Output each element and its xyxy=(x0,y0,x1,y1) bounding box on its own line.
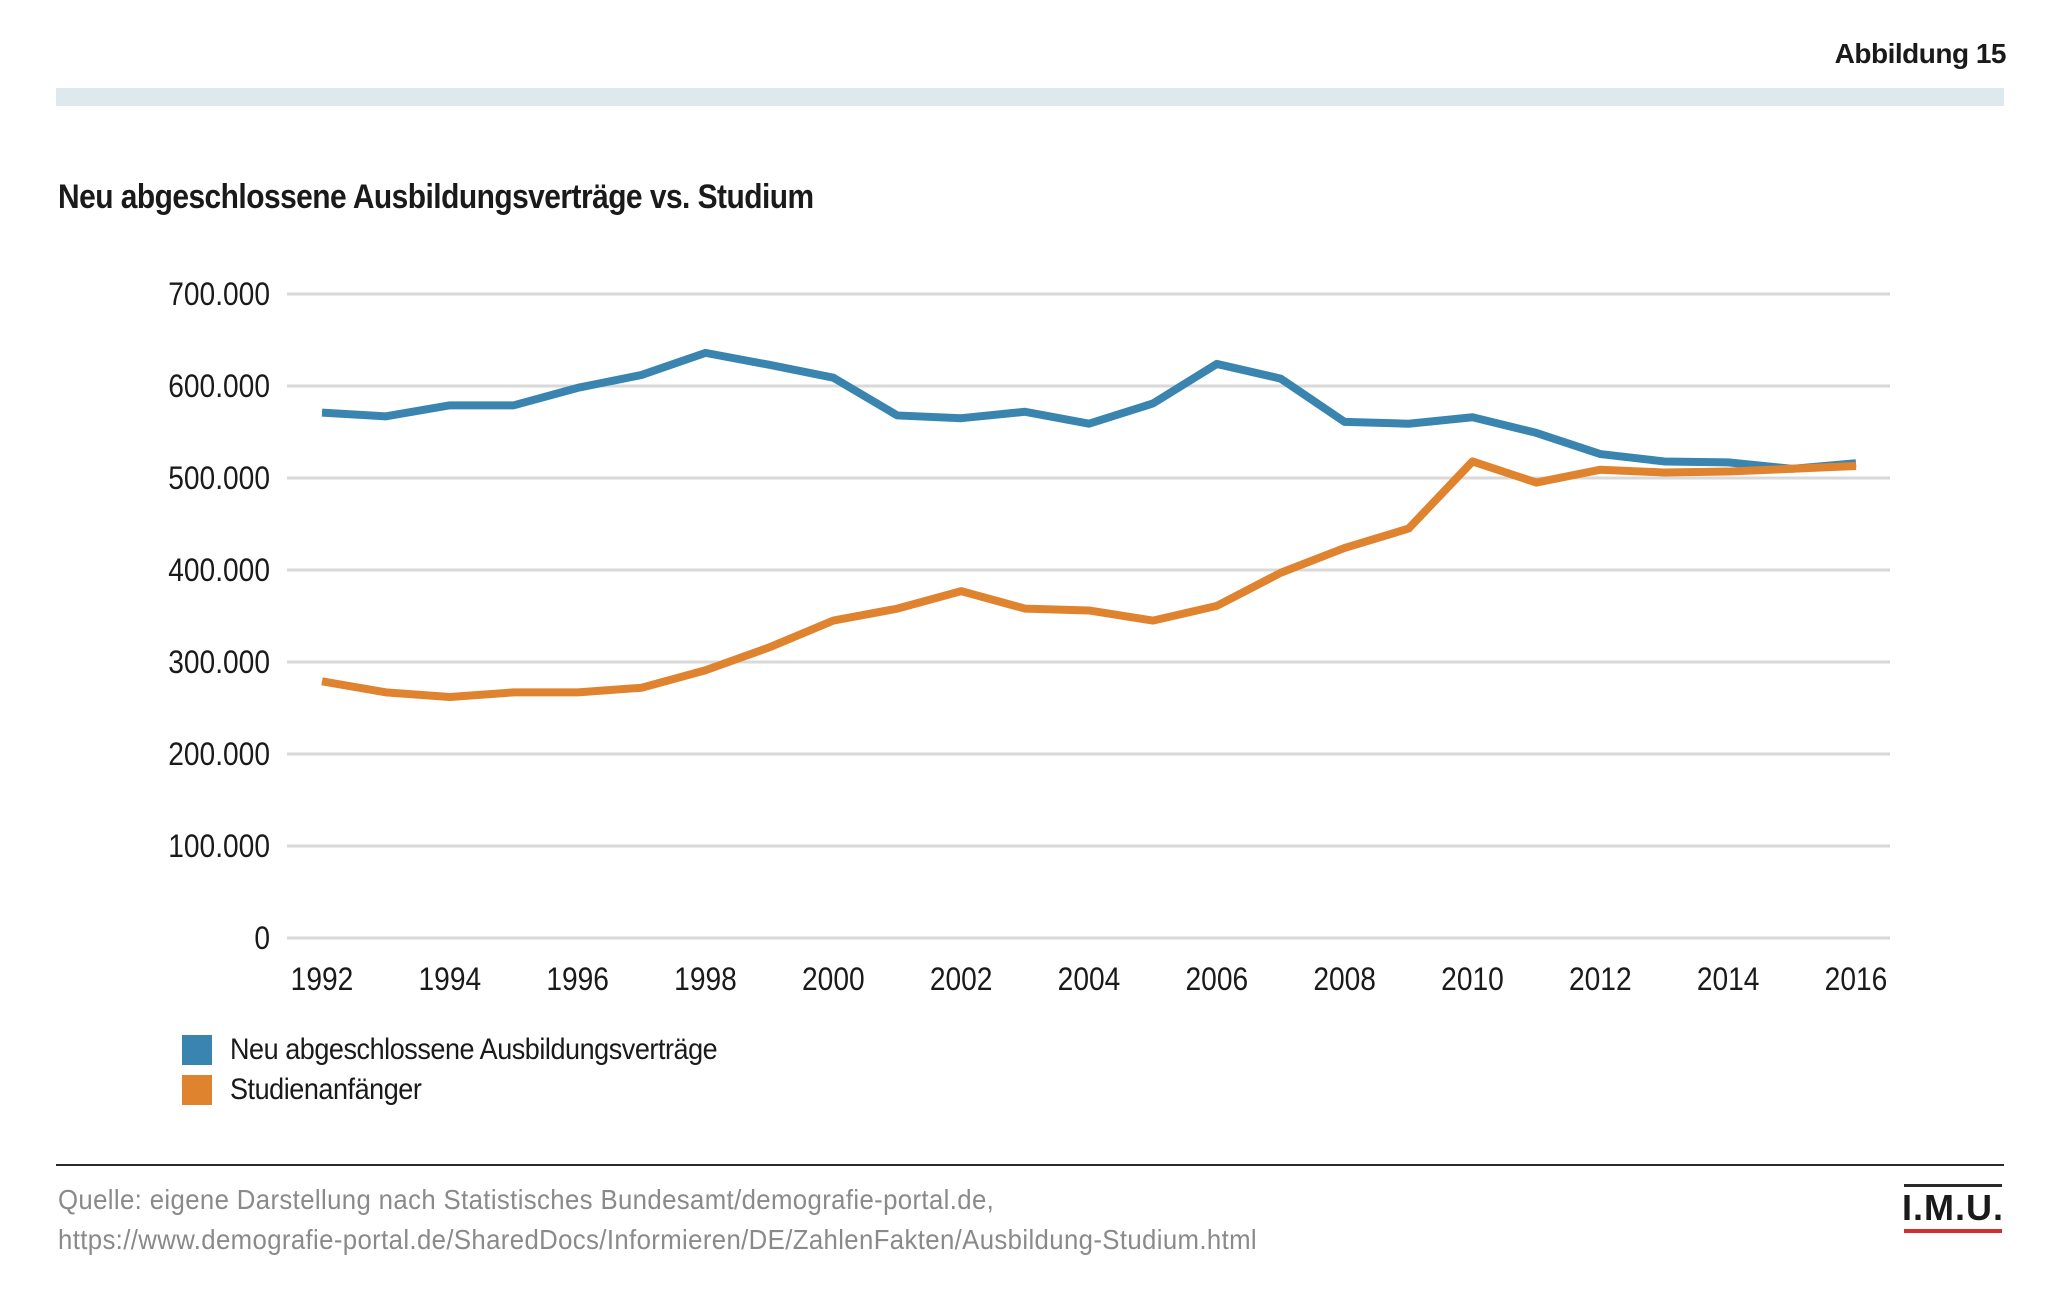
header-band xyxy=(56,88,2004,106)
series-line-ausbildungsvertraege xyxy=(321,348,1857,473)
grid-lines xyxy=(287,292,1890,940)
x-tick-label: 2012 xyxy=(1569,962,1632,997)
figure-label: Abbildung 15 xyxy=(1834,38,2007,69)
source-line-1: Quelle: eigene Darstellung nach Statisti… xyxy=(58,1184,995,1215)
y-tick-label: 600.000 xyxy=(168,369,270,404)
x-tick-label: 2004 xyxy=(1058,962,1121,997)
legend-label-ausbildung: Neu abgeschlossene Ausbildungsverträge xyxy=(230,1033,718,1066)
legend: Neu abgeschlossene Ausbildungsverträge S… xyxy=(182,1030,771,1110)
y-tick-label: 400.000 xyxy=(168,553,270,588)
x-tick-label: 1996 xyxy=(546,962,609,997)
legend-swatch-ausbildung xyxy=(182,1035,212,1065)
x-tick-label: 2014 xyxy=(1697,962,1760,997)
x-tick-label: 2008 xyxy=(1313,962,1376,997)
y-tick-label: 500.000 xyxy=(168,461,270,496)
imu-logo: I.M.U. xyxy=(1902,1184,2004,1233)
x-tick-label: 2002 xyxy=(930,962,993,997)
y-tick-label: 0 xyxy=(254,921,270,956)
legend-item-ausbildung: Neu abgeschlossene Ausbildungsverträge xyxy=(182,1030,771,1070)
y-tick-label: 100.000 xyxy=(168,829,270,864)
logo-top-bar xyxy=(1904,1184,2002,1187)
chart-title: Neu abgeschlossene Ausbildungsverträge v… xyxy=(58,178,814,216)
logo-text: I.M.U. xyxy=(1902,1187,2004,1228)
x-tick-label: 1992 xyxy=(291,962,354,997)
x-axis-tick-labels: 1992 1994 1996 1998 2000 2002 2004 2006 2008 2010… xyxy=(291,962,1888,997)
x-tick-label: 2006 xyxy=(1186,962,1249,997)
source-note: Quelle: eigene Darstellung nach Statisti… xyxy=(58,1180,1257,1260)
x-tick-label: 1998 xyxy=(674,962,737,997)
y-tick-label: 200.000 xyxy=(168,737,270,772)
y-tick-label: 300.000 xyxy=(168,645,270,680)
legend-swatch-studienanfaenger xyxy=(182,1075,212,1105)
series-lines xyxy=(321,348,1857,701)
legend-label-studienanfaenger: Studienanfänger xyxy=(230,1073,422,1106)
logo-accent-bar xyxy=(1904,1229,2002,1233)
footer-rule xyxy=(56,1164,2004,1166)
x-tick-label: 2010 xyxy=(1441,962,1504,997)
y-tick-label: 700.000 xyxy=(168,277,270,312)
legend-item-studienanfaenger: Studienanfänger xyxy=(182,1070,771,1110)
source-line-2: https://www.demografie-portal.de/SharedD… xyxy=(58,1224,1258,1255)
x-tick-label: 1994 xyxy=(419,962,482,997)
y-axis-tick-labels: 0 100.000 200.000 300.000 400.000 500.000 600.… xyxy=(168,277,270,956)
x-tick-label: 2016 xyxy=(1825,962,1888,997)
x-tick-label: 2000 xyxy=(802,962,865,997)
